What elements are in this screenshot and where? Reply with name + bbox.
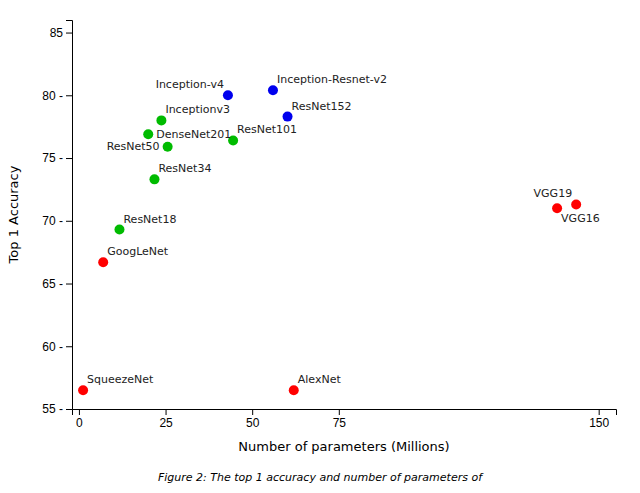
x-axis-tick-label: 50 — [246, 416, 260, 430]
y-axis-tick-mark — [66, 33, 72, 34]
point — [268, 85, 278, 95]
y-axis-tick-mark — [66, 409, 72, 410]
y-axis-tick-mark — [66, 346, 72, 347]
x-axis-tick: 50 — [246, 409, 260, 430]
point — [78, 385, 88, 395]
x-axis-tick: 25 — [159, 409, 173, 430]
y-axis-tick-mark — [66, 284, 72, 285]
point-label: ResNet152 — [292, 100, 352, 113]
x-axis-tick-label: 0 — [76, 416, 83, 430]
point-label: Inception-v4 — [156, 78, 224, 91]
x-axis: 0 25 50 75 150 — [73, 409, 617, 430]
points — [78, 85, 581, 395]
y-axis-title: Top 1 Accuracy — [6, 165, 21, 264]
point-label: VGG16 — [561, 212, 600, 225]
x-axis-tick-mark — [599, 409, 600, 415]
point-label: VGG19 — [534, 187, 573, 200]
x-axis-tick-mark — [166, 409, 167, 415]
y-axis-tick-mark — [66, 95, 72, 96]
point-label: DenseNet201 — [156, 128, 231, 141]
point — [143, 129, 153, 139]
x-axis-tick: 0 — [76, 409, 83, 430]
x-axis-tick-label: 75 — [333, 416, 347, 430]
point-label: ResNet34 — [158, 162, 211, 175]
point-label: ResNet50 — [107, 140, 160, 153]
point — [149, 174, 159, 184]
x-axis-tick-mark — [79, 409, 80, 415]
x-axis-tick-mark — [252, 409, 253, 415]
point — [163, 142, 173, 152]
y-axis-tick: 85 — [50, 26, 72, 40]
point — [223, 90, 233, 100]
point-label: AlexNet — [298, 373, 342, 386]
y-axis-tick-label: 85 — [50, 26, 64, 40]
x-axis-tick-label: 150 — [589, 416, 609, 430]
x-axis-line — [73, 410, 617, 416]
point — [283, 112, 293, 122]
y-axis-tick-label: 80 - — [42, 89, 63, 103]
y-axis-tick: 60 - — [42, 340, 72, 354]
point — [98, 257, 108, 267]
y-axis-tick-label: 60 - — [42, 340, 63, 354]
y-axis-tick-label: 70 - — [42, 214, 63, 228]
x-axis-tick: 75 — [333, 409, 347, 430]
point — [114, 225, 124, 235]
point-label: Inception-Resnet-v2 — [277, 73, 387, 86]
point-label: ResNet101 — [237, 123, 297, 136]
y-axis-tick-mark — [66, 158, 72, 159]
x-axis-tick: 150 — [589, 409, 609, 430]
point-labels: SqueezeNet GoogLeNet ResNet18 ResNet34 Dense… — [87, 73, 600, 386]
y-axis-tick-mark — [66, 221, 72, 222]
y-axis-tick: 75 - — [42, 151, 72, 165]
point — [156, 115, 166, 125]
y-axis-tick: 70 - — [42, 214, 72, 228]
y-axis-line — [66, 21, 73, 410]
y-axis-tick: 55 - — [42, 402, 72, 416]
y-axis-tick-label: 75 - — [42, 151, 63, 165]
point-label: GoogLeNet — [107, 245, 169, 258]
chart: 0 25 50 75 150 55 - 60 - 65 - 70 - 75 - 80 - 85 Sque… — [0, 0, 640, 493]
y-axis-tick-label: 65 - — [42, 277, 63, 291]
caption: Figure 2: The top 1 accuracy and number … — [158, 471, 484, 484]
y-axis-tick: 80 - — [42, 89, 72, 103]
x-axis-tick-label: 25 — [159, 416, 173, 430]
y-axis-tick-label: 55 - — [42, 402, 63, 416]
plot: 0 25 50 75 150 55 - 60 - 65 - 70 - 75 - 80 - 85 Sque… — [42, 21, 616, 430]
y-axis: 55 - 60 - 65 - 70 - 75 - 80 - 85 — [42, 21, 72, 417]
point — [571, 199, 581, 209]
point-label: ResNet18 — [123, 213, 176, 226]
point-label: SqueezeNet — [87, 373, 154, 386]
x-axis-tick-mark — [339, 409, 340, 415]
y-axis-tick: 65 - — [42, 277, 72, 291]
point-label: Inceptionv3 — [165, 103, 230, 116]
point — [289, 385, 299, 395]
x-axis-title: Number of parameters (Millions) — [238, 439, 449, 454]
